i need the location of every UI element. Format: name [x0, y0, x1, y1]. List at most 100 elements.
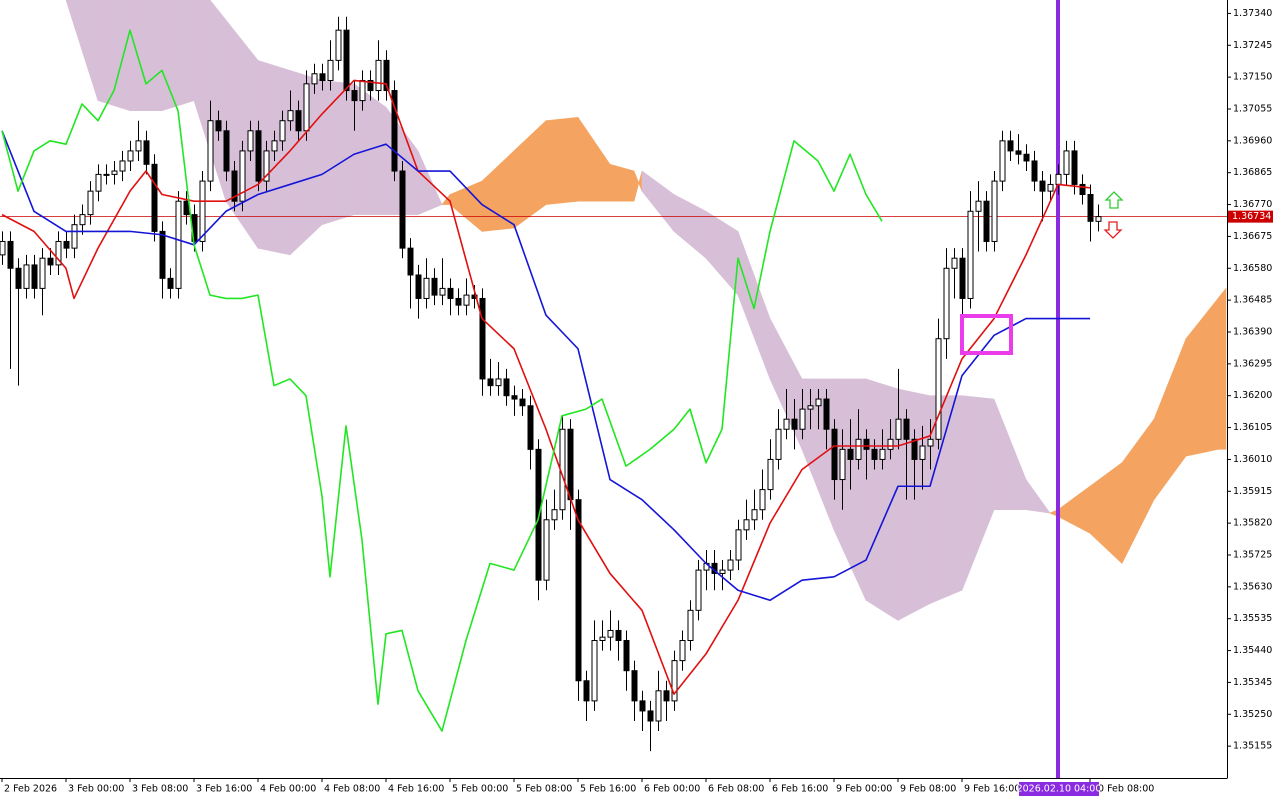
- candle-body: [1095, 216, 1102, 222]
- candle-body: [1023, 153, 1030, 162]
- candle-body: [263, 150, 270, 182]
- candle-body: [471, 294, 478, 299]
- candle-body: [687, 609, 694, 642]
- candle-body: [359, 79, 366, 102]
- x-tick-label: 5 Feb 08:00: [516, 784, 572, 795]
- candle-body: [527, 405, 534, 450]
- candle-body: [407, 247, 414, 276]
- x-tick-label: 9 Feb 00:00: [836, 784, 892, 795]
- y-tick-label: 1.36295: [1233, 358, 1272, 369]
- candle-body: [631, 670, 638, 702]
- candle-body: [391, 90, 398, 172]
- candle-body: [927, 438, 934, 447]
- candle-body: [343, 29, 350, 92]
- candle-body: [247, 130, 254, 152]
- cloud-segment: [65, 0, 99, 101]
- cloud-segment: [929, 395, 963, 605]
- last-price-label: 1.36734: [1232, 211, 1271, 222]
- candle-body: [215, 120, 222, 132]
- y-tick-label: 1.35250: [1233, 709, 1272, 720]
- candle-body: [983, 200, 990, 242]
- y-tick-label: 1.35630: [1233, 581, 1272, 592]
- sell-arrow: [1103, 221, 1123, 239]
- x-tick-label: 5 Feb 00:00: [452, 784, 508, 795]
- candle-body: [815, 398, 822, 407]
- candle-body: [87, 190, 94, 216]
- candle-body: [239, 150, 246, 202]
- candle-body: [623, 640, 630, 672]
- candle-body: [223, 130, 230, 172]
- candle-body: [999, 140, 1006, 182]
- candle-body: [1063, 150, 1070, 175]
- y-tick-label: 1.36105: [1233, 422, 1272, 433]
- candle-body: [447, 287, 454, 299]
- candle-body: [639, 700, 646, 712]
- candle-body: [1087, 194, 1094, 222]
- y-tick-label: 1.36200: [1233, 390, 1272, 401]
- candle-body: [1031, 160, 1038, 182]
- y-tick-label: 1.36770: [1233, 199, 1272, 210]
- candle-body: [1039, 180, 1046, 192]
- candle-body: [903, 418, 910, 440]
- candle-body: [367, 79, 374, 92]
- candle-body: [615, 629, 622, 642]
- candle-body: [431, 277, 438, 296]
- candle-body: [951, 257, 958, 269]
- y-tick-label: 1.35345: [1233, 677, 1272, 688]
- candle-body: [511, 395, 518, 400]
- cursor-time-label: 2026.02.10 04:00: [1017, 784, 1102, 795]
- candle-body: [175, 200, 182, 289]
- candle-body: [151, 163, 158, 232]
- candle-body: [23, 264, 30, 289]
- candle-body: [607, 629, 614, 638]
- y-tick-label: 1.36960: [1233, 135, 1272, 146]
- y-tick-label: 1.35155: [1233, 741, 1272, 752]
- cloud-segment: [161, 0, 195, 112]
- cloud-segment: [865, 378, 899, 621]
- candle-body: [767, 458, 774, 491]
- candle-body: [647, 710, 654, 722]
- candle-body: [751, 509, 758, 521]
- candle-body: [871, 448, 878, 460]
- candle-body: [319, 73, 326, 81]
- candle-body: [759, 489, 766, 511]
- candle-body: [991, 180, 998, 242]
- candle-body: [1015, 150, 1022, 155]
- indicator-line: [1, 29, 883, 732]
- y-tick-label: 1.36390: [1233, 326, 1272, 337]
- candle-body: [63, 240, 70, 249]
- x-tick-label: 5 Feb 16:00: [580, 784, 636, 795]
- candle-body: [463, 294, 470, 306]
- candle-body: [519, 398, 526, 407]
- candle-body: [0, 240, 6, 256]
- candle-body: [311, 73, 318, 85]
- candle-body: [279, 120, 286, 142]
- candle-body: [1071, 150, 1078, 185]
- candle-body: [959, 257, 966, 299]
- candle-body: [895, 418, 902, 440]
- y-tick-label: 1.36675: [1233, 231, 1272, 242]
- candle-body: [55, 240, 62, 266]
- x-tick-label: 2 Feb 2026: [4, 784, 57, 795]
- candle-body: [911, 438, 918, 460]
- candle-body: [599, 636, 606, 642]
- candle-body: [1047, 183, 1054, 192]
- candle-body: [855, 438, 862, 460]
- candle-body: [95, 173, 102, 192]
- candle-body: [383, 59, 390, 92]
- candle-body: [15, 267, 22, 289]
- candle-body: [415, 274, 422, 299]
- candle-body: [199, 180, 206, 242]
- candle-body: [783, 418, 790, 430]
- candle-body: [887, 438, 894, 450]
- candle-body: [543, 519, 550, 581]
- candle-body: [655, 690, 662, 722]
- y-tick-label: 1.35725: [1233, 549, 1272, 560]
- candle-body: [295, 110, 302, 132]
- candle-body: [7, 240, 14, 269]
- cloud-segment: [897, 388, 931, 621]
- candle-body: [671, 660, 678, 702]
- candle-body: [735, 529, 742, 561]
